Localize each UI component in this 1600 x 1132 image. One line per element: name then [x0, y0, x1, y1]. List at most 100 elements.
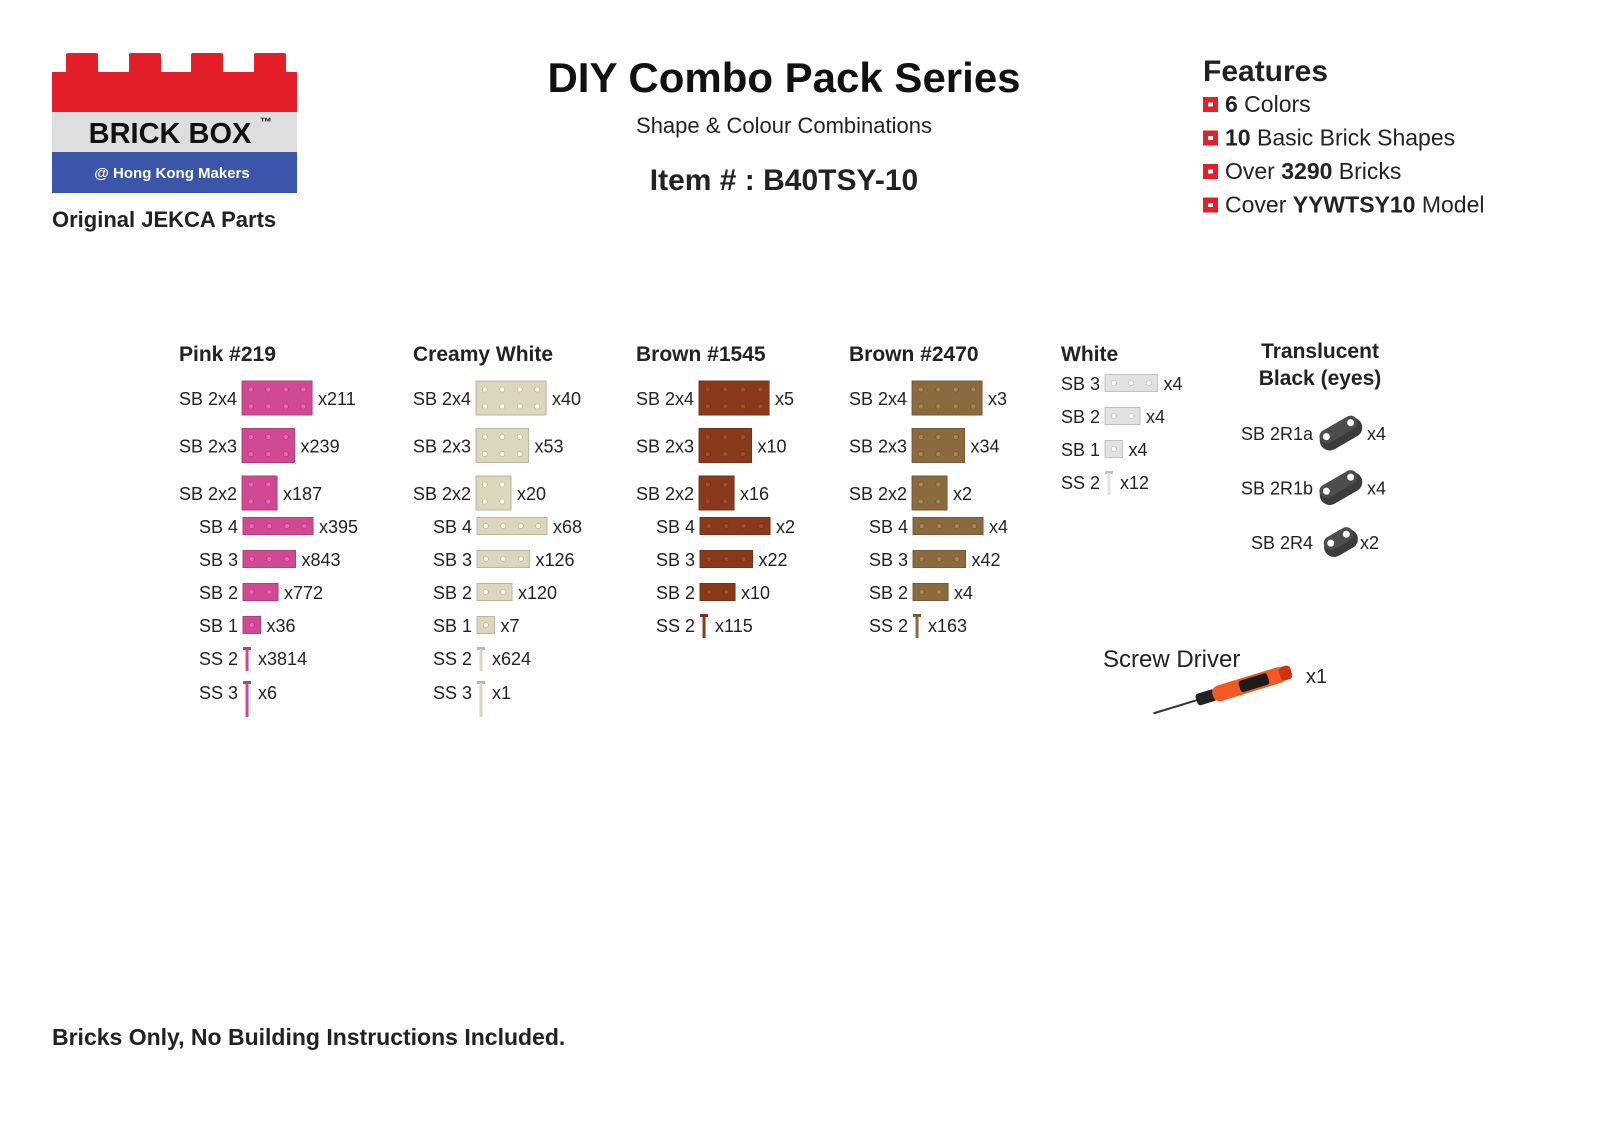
stud [282, 386, 289, 393]
stud [704, 403, 711, 410]
stud [723, 523, 730, 529]
part-count: x2 [1360, 533, 1379, 553]
part-code: SS 2 [199, 649, 238, 669]
brick [241, 380, 313, 416]
stud [265, 386, 272, 393]
group-name: Brown #2470 [849, 343, 979, 366]
stud [500, 589, 507, 595]
part-count: x53 [535, 437, 564, 457]
stud [722, 403, 729, 410]
brick [911, 428, 966, 463]
stud [918, 589, 925, 595]
brick [699, 583, 736, 601]
feature-part: 3290 [1281, 158, 1332, 184]
part-count: x10 [758, 437, 787, 457]
brick [698, 475, 735, 511]
brick [241, 428, 296, 463]
part-code: SS 2 [1061, 473, 1100, 493]
stud [247, 498, 254, 505]
stud [499, 403, 506, 410]
stud [266, 589, 273, 595]
stud [935, 403, 942, 410]
hole [1322, 433, 1330, 441]
stud [705, 523, 712, 529]
screw-shaft [702, 616, 706, 638]
part-count: x4 [954, 583, 973, 603]
stud [952, 386, 959, 393]
stud [516, 403, 523, 410]
part-code: SB 4 [199, 517, 238, 537]
part-count: x126 [536, 550, 575, 570]
part-code: SB 2R1b [1241, 479, 1313, 499]
brick [912, 517, 984, 535]
stud [917, 386, 924, 393]
part-code: SB 3 [869, 550, 908, 570]
stud [739, 451, 746, 457]
stud [917, 481, 924, 488]
screw-head [913, 614, 922, 617]
stud [935, 434, 942, 440]
part-count: x115 [715, 616, 753, 636]
part-code: SB 2x4 [849, 389, 907, 409]
screw-shaft [245, 683, 249, 717]
hole [1347, 473, 1355, 481]
part-count: x120 [518, 583, 557, 603]
part-count: x16 [740, 484, 769, 504]
stud [917, 451, 924, 457]
stud [482, 589, 489, 595]
part-count: x40 [552, 389, 581, 409]
stud [482, 622, 489, 628]
title: DIY Combo Pack Series [547, 54, 1020, 101]
part-count: x1 [492, 683, 511, 703]
part-count: x187 [283, 484, 322, 504]
part-code: SB 3 [1061, 374, 1100, 394]
stud [499, 481, 506, 488]
part-count: x6 [258, 683, 277, 703]
part-code: SB 4 [433, 517, 472, 537]
part-count: x2 [953, 484, 972, 504]
part-count: x843 [302, 550, 341, 570]
stud [247, 403, 254, 410]
stud [516, 451, 523, 457]
stud [723, 556, 730, 562]
part-count: x163 [928, 616, 967, 636]
stud [953, 523, 960, 529]
stud [971, 523, 978, 529]
part-count: x211 [318, 389, 356, 409]
part-count: x395 [319, 517, 358, 537]
stud [266, 523, 273, 529]
screw-shaft [479, 649, 483, 671]
stud [935, 451, 942, 457]
hole [1322, 487, 1330, 495]
stud [917, 434, 924, 440]
part-count: x3 [988, 389, 1007, 409]
stud [953, 556, 960, 562]
stud [499, 434, 506, 440]
part-code: SB 2R4 [1251, 533, 1313, 553]
screw-shaft [479, 683, 483, 717]
stud [499, 386, 506, 393]
stud [1128, 380, 1135, 386]
part-code: SB 2 [869, 583, 908, 603]
stud [722, 451, 729, 457]
brick [241, 475, 278, 511]
screw-head [1105, 471, 1114, 474]
part-code: SB 2x4 [413, 389, 471, 409]
screw-shaft [245, 649, 249, 671]
screw-shaft [1107, 473, 1111, 495]
brick [476, 517, 548, 535]
stud [300, 386, 307, 393]
stud [534, 403, 541, 410]
stud [265, 481, 272, 488]
part-code: SB 2 [656, 583, 695, 603]
part-code: SB 3 [433, 550, 472, 570]
stud [247, 481, 254, 488]
stud [282, 403, 289, 410]
feature-part: Model [1415, 192, 1484, 218]
part-code: SS 3 [199, 683, 238, 703]
stud [704, 434, 711, 440]
part-code: SB 3 [199, 550, 238, 570]
stud [917, 498, 924, 505]
part-code: SB 2x2 [179, 484, 237, 504]
stud [481, 386, 488, 393]
